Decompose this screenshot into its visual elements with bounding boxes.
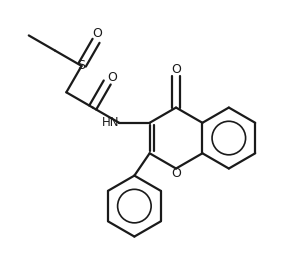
Text: O: O xyxy=(92,27,102,40)
Text: O: O xyxy=(171,63,181,76)
Text: HN: HN xyxy=(102,116,120,129)
Text: O: O xyxy=(171,167,181,180)
Text: S: S xyxy=(78,59,85,72)
Text: O: O xyxy=(107,71,117,84)
